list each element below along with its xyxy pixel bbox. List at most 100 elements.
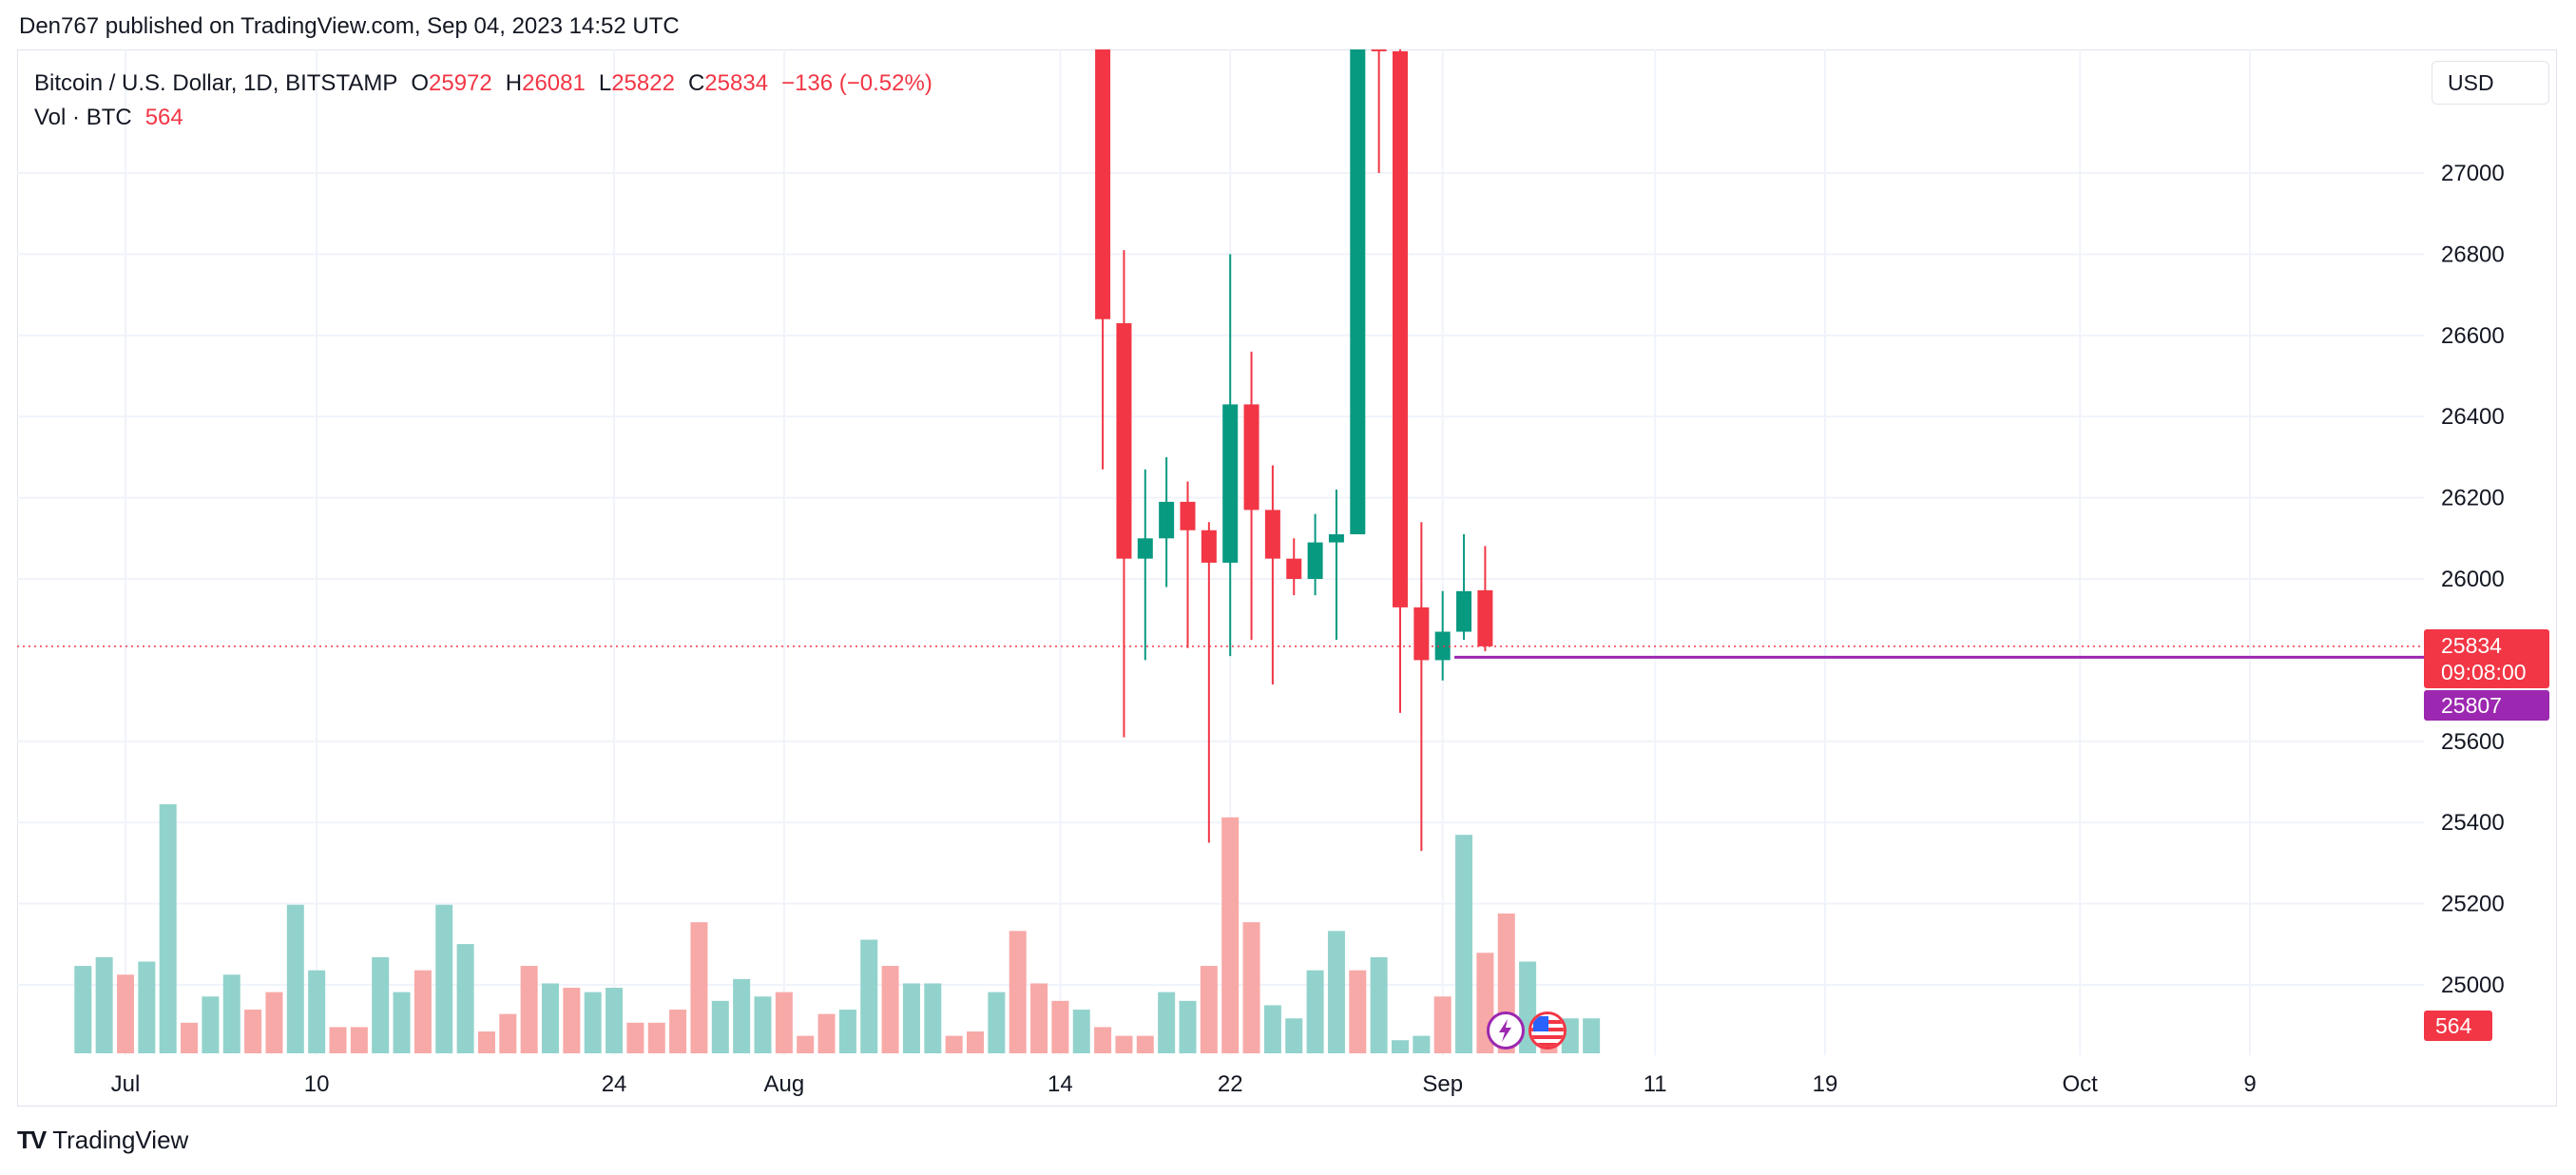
volume-bar (797, 1035, 815, 1053)
candle-body (1116, 322, 1132, 559)
candle-body (1350, 49, 1366, 535)
volume-bar (1051, 1000, 1069, 1053)
candle-body (1477, 589, 1493, 646)
candle-body (1307, 542, 1323, 579)
volume-bar (542, 983, 559, 1053)
x-tick-label: Aug (763, 1071, 804, 1097)
volume-bar (690, 922, 708, 1053)
candle-body (1434, 631, 1451, 661)
volume-bar (350, 1027, 368, 1053)
y-tick-label: 25600 (2441, 729, 2505, 755)
volume-bar (1392, 1040, 1409, 1053)
volume-label: Vol · BTC (34, 105, 132, 130)
candle-body (1137, 538, 1153, 559)
volume-bar (308, 970, 326, 1053)
volume-bar (477, 1031, 495, 1053)
volume-bar (945, 1035, 963, 1053)
x-tick-label: 10 (304, 1071, 330, 1097)
candle-body (1222, 404, 1239, 563)
volume-bar (669, 1010, 687, 1053)
volume-bar (159, 804, 177, 1053)
us-economic-event-icon[interactable] (1528, 1011, 1567, 1050)
volume-bar (1115, 1035, 1133, 1053)
volume-bar (967, 1031, 984, 1053)
y-tick-label: 26800 (2441, 241, 2505, 267)
tradingview-brand: TradingView (52, 1126, 189, 1154)
price-legend-row: Bitcoin / U.S. Dollar, 1D, BITSTAMP O2597… (34, 67, 932, 101)
volume-bar (499, 1013, 517, 1053)
close-price-tag: 25834 09:08:00 (2424, 629, 2549, 688)
tradingview-logo-icon: TV (17, 1126, 47, 1154)
volume-bar (1263, 1005, 1281, 1053)
volume-bar (1136, 1035, 1154, 1053)
chart-grid (17, 49, 2424, 1055)
y-tick-label: 26600 (2441, 323, 2505, 349)
volume-bar (372, 956, 390, 1053)
change-value: −136 (−0.52%) (781, 70, 932, 96)
volume-bar (1433, 996, 1451, 1053)
footer-brand[interactable]: TV TradingView (17, 1126, 188, 1155)
currency-button[interactable]: USD (2432, 61, 2549, 105)
countdown-tag-value: 09:08:00 (2441, 660, 2527, 684)
horizontal-line-price-tag: 25807 (2424, 690, 2549, 721)
y-tick-label: 27000 (2441, 161, 2505, 186)
volume-bar (244, 1010, 262, 1053)
candle-body (1393, 50, 1408, 607)
x-axis-ticks: Jul 10 24 Aug 14 22 Sep 11 19 Oct 9 (111, 1071, 2257, 1097)
volume-bar (584, 992, 602, 1053)
volume-bar (754, 996, 772, 1053)
volume-bar (881, 966, 899, 1053)
volume-bar (1583, 1018, 1601, 1053)
x-tick-label: 9 (2243, 1071, 2256, 1097)
low-value: 25822 (611, 70, 675, 96)
x-tick-label: Jul (111, 1071, 141, 1097)
lightning-event-icon[interactable] (1487, 1011, 1525, 1050)
close-value: 25834 (704, 70, 769, 96)
volume-bar (1009, 931, 1027, 1053)
symbol-title[interactable]: Bitcoin / U.S. Dollar, 1D, BITSTAMP (34, 70, 398, 96)
volume-bar (181, 1022, 199, 1053)
volume-bar (902, 983, 920, 1053)
open-value: 25972 (429, 70, 492, 96)
chart-legend: Bitcoin / U.S. Dollar, 1D, BITSTAMP O2597… (34, 67, 932, 135)
volume-bar (1349, 970, 1367, 1053)
candle-body (1328, 534, 1344, 543)
volume-bar (1072, 1010, 1090, 1053)
close-price-tag-value: 25834 (2441, 633, 2502, 658)
candles (1095, 49, 1493, 852)
volume-bar (202, 996, 220, 1053)
candle-body (1159, 501, 1175, 539)
volume-bar (626, 1022, 644, 1053)
volume-legend-row: Vol · BTC 564 (34, 101, 932, 135)
volume-bar (1306, 970, 1324, 1053)
x-tick-label: 19 (1813, 1071, 1838, 1097)
high-value: 26081 (522, 70, 586, 96)
volume-bar (1030, 983, 1048, 1053)
volume-bar (1158, 992, 1176, 1053)
volume-bar (1327, 931, 1345, 1053)
volume-bar (138, 961, 156, 1053)
us-flag-icon (1531, 1014, 1564, 1047)
volume-bar (775, 992, 793, 1053)
volume-bar (117, 974, 134, 1053)
volume-bar (711, 1000, 729, 1053)
volume-bar (329, 1027, 347, 1053)
x-tick-label: 11 (1644, 1071, 1667, 1097)
volume-bars (74, 804, 1601, 1053)
candle-body (1413, 607, 1430, 661)
publication-caption: Den767 published on TradingView.com, Sep… (19, 13, 680, 39)
volume-bar (733, 978, 751, 1053)
price-lines (17, 645, 2424, 659)
x-tick-label: Sep (1422, 1071, 1463, 1097)
y-axis-ticks: 27000 26800 26600 26400 26200 26000 25600 25400… (2441, 161, 2505, 998)
y-tick-label: 26200 (2441, 486, 2505, 511)
x-tick-label: 22 (1218, 1071, 1243, 1097)
y-tick-label: 25400 (2441, 810, 2505, 836)
volume-bar (606, 988, 624, 1053)
volume-bar (563, 988, 581, 1053)
volume-value: 564 (144, 105, 183, 130)
volume-bar (988, 992, 1006, 1053)
volume-bar (95, 956, 113, 1053)
y-tick-label: 26000 (2441, 567, 2505, 592)
